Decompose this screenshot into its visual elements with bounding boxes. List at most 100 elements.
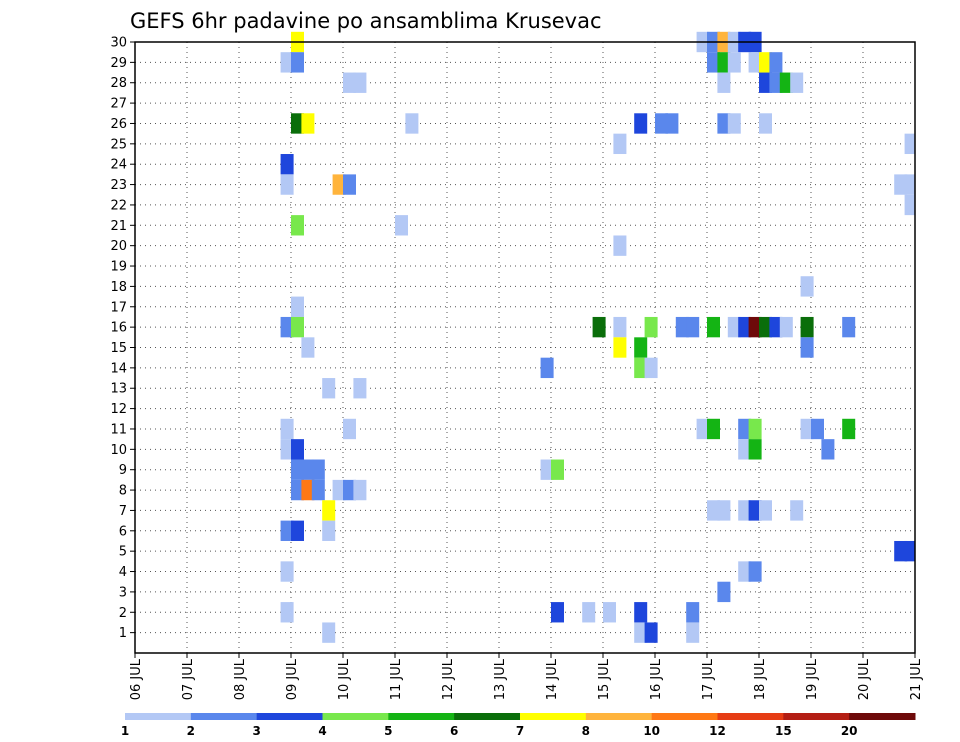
data-cell (821, 439, 835, 460)
data-cell (686, 622, 700, 643)
data-cell (343, 174, 356, 195)
data-cell (395, 215, 408, 236)
data-cell (769, 72, 783, 93)
data-cell (613, 337, 627, 358)
y-tick-label: 3 (119, 585, 127, 600)
x-tick-label: 09 JUL (285, 658, 300, 700)
data-cell (603, 602, 616, 623)
x-tick-label: 07 JUL (181, 658, 196, 700)
data-cell (322, 520, 336, 541)
data-cell (551, 459, 564, 480)
colorbar-label: 15 (775, 724, 792, 738)
data-cell (634, 622, 648, 643)
y-tick-label: 18 (110, 280, 127, 295)
data-cell (280, 316, 294, 338)
data-cell (717, 72, 731, 93)
x-tick-label: 19 JUL (805, 658, 820, 700)
data-cell (291, 459, 304, 480)
data-cell (592, 316, 606, 338)
data-cell (675, 316, 689, 338)
data-cell (727, 52, 741, 73)
data-cell (322, 500, 336, 521)
data-cell (291, 113, 304, 134)
data-cell (759, 500, 772, 521)
y-tick-label: 13 (110, 382, 127, 397)
data-cell (551, 602, 564, 623)
data-cell (405, 113, 419, 134)
data-cell (280, 154, 294, 175)
data-cells (280, 31, 915, 643)
y-tick-label: 28 (110, 76, 127, 91)
data-cell (727, 316, 741, 338)
data-cell (291, 439, 304, 460)
x-tick-label: 20 JUL (857, 658, 872, 700)
data-cell (748, 439, 762, 460)
data-cell (311, 459, 325, 480)
y-tick-label: 14 (110, 361, 127, 376)
data-cell (790, 500, 804, 521)
y-tick-label: 8 (119, 484, 127, 499)
data-cell (811, 418, 824, 440)
colorbar-label: 1 (121, 724, 129, 738)
colorbar-label: 2 (187, 724, 195, 738)
data-cell (800, 316, 814, 338)
data-cell (779, 316, 793, 338)
data-cell (707, 500, 720, 521)
data-cell (540, 357, 554, 379)
data-cell (343, 72, 356, 93)
data-cell (613, 235, 627, 256)
data-cell (291, 479, 304, 501)
data-cell (332, 479, 346, 501)
data-cell (655, 113, 668, 134)
data-cell (759, 316, 772, 338)
data-cell (332, 174, 346, 195)
colorbar-segment (190, 713, 258, 720)
y-tick-label: 4 (119, 565, 127, 580)
colorbar-segment (585, 713, 653, 720)
data-cell (717, 581, 731, 603)
colorbar-segment (388, 713, 455, 720)
data-cell (540, 459, 554, 480)
data-cell (686, 316, 700, 338)
colorbar-label: 5 (384, 724, 392, 738)
y-tick-label: 10 (110, 443, 127, 458)
y-tick-label: 29 (110, 56, 127, 71)
data-cell (280, 520, 294, 541)
y-tick-label: 12 (110, 402, 127, 417)
colorbar-segment (256, 713, 323, 720)
y-tick-label: 30 (110, 36, 127, 51)
y-tick-label: 5 (119, 545, 127, 560)
data-cell (613, 133, 627, 155)
data-cell (301, 113, 315, 134)
data-cell (894, 540, 908, 562)
x-tick-label: 14 JUL (545, 658, 560, 700)
data-cell (686, 602, 700, 623)
data-cell (634, 357, 648, 379)
colorbar-label: 12 (709, 724, 726, 738)
y-tick-label: 15 (110, 341, 127, 356)
data-cell (280, 418, 294, 440)
x-tick-label: 15 JUL (597, 658, 612, 700)
grid-lines (134, 41, 916, 653)
y-tick-label: 24 (110, 158, 127, 173)
y-tick-label: 27 (110, 97, 127, 112)
data-cell (894, 174, 908, 195)
x-tick-label: 17 JUL (701, 658, 716, 700)
y-tick-label: 16 (110, 321, 127, 336)
data-cell (644, 357, 658, 379)
data-cell (727, 113, 741, 134)
data-cell (748, 500, 762, 521)
data-cell (665, 113, 679, 134)
x-tick-label: 21 JUL (909, 658, 924, 700)
data-cell (291, 52, 304, 73)
y-tick-label: 9 (119, 463, 127, 478)
colorbar-label: 4 (318, 724, 326, 738)
data-cell (696, 418, 710, 440)
data-cell (779, 72, 793, 93)
y-tick-label: 22 (110, 198, 127, 213)
y-axis: 1234567891011121314151617181920212223242… (110, 36, 135, 641)
data-cell (707, 418, 720, 440)
data-cell (301, 337, 315, 358)
data-cell (644, 622, 658, 643)
